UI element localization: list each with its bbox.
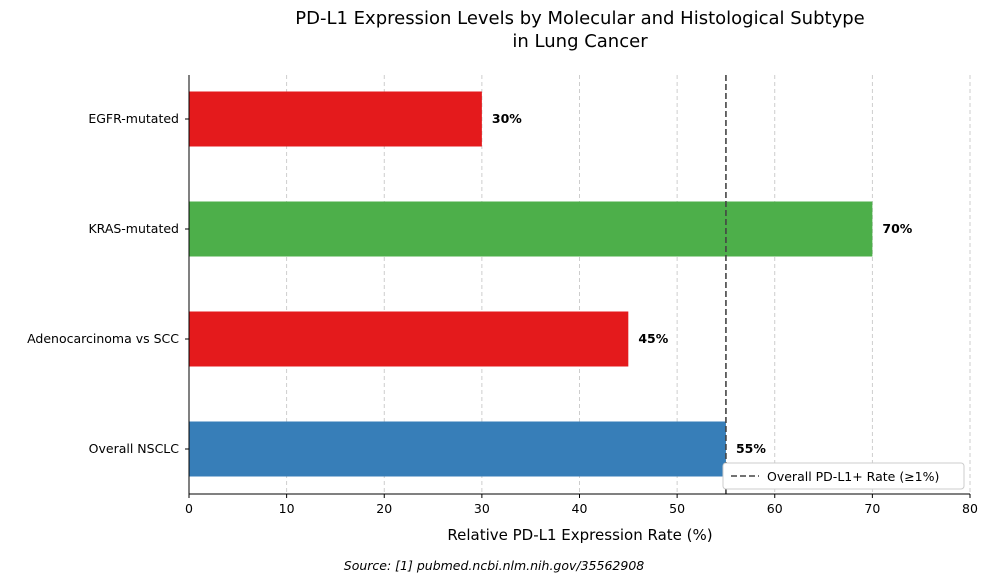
y-tick-label-2: KRAS-mutated	[88, 221, 179, 236]
x-tick-label-80: 80	[962, 501, 978, 516]
legend-box	[722, 462, 965, 490]
x-tick-label-0: 0	[185, 501, 193, 516]
tick-labels: 0 10 20 30 40 50 60 70 80 Overall NSCLC Adenocarci…	[27, 111, 978, 516]
source-note: Source: [1] pubmed.ncbi.nlm.nih.gov/3556…	[344, 558, 645, 573]
x-tick-label-40: 40	[572, 501, 588, 516]
bar-0	[189, 421, 726, 477]
data-label-2: 70%	[882, 221, 912, 236]
legend: Overall PD-L1+ Rate (≥1%)	[722, 462, 965, 490]
legend-entry-label: Overall PD-L1+ Rate (≥1%)	[767, 469, 939, 484]
x-axis-label: Relative PD-L1 Expression Rate (%)	[447, 526, 712, 544]
y-tick-label-3: EGFR-mutated	[88, 111, 179, 126]
y-tick-label-1: Adenocarcinoma vs SCC	[27, 331, 179, 346]
bar-3	[189, 91, 482, 147]
chart-title-line-2: in Lung Cancer	[512, 31, 648, 52]
y-tick-label-0: Overall NSCLC	[89, 441, 180, 456]
x-tick-label-70: 70	[864, 501, 880, 516]
data-labels: 55% 45% 70% 30%	[492, 111, 913, 456]
x-tick-label-50: 50	[669, 501, 685, 516]
data-label-1: 45%	[638, 331, 668, 346]
x-tick-label-20: 20	[376, 501, 392, 516]
bar-2	[189, 201, 873, 257]
x-tick-label-30: 30	[474, 501, 490, 516]
x-tick-label-60: 60	[767, 501, 783, 516]
x-tick-label-10: 10	[279, 501, 295, 516]
chart-title-line-1: PD-L1 Expression Levels by Molecular and…	[295, 8, 864, 29]
data-label-3: 30%	[492, 111, 522, 126]
data-label-0: 55%	[736, 441, 766, 456]
bar-1	[189, 311, 629, 367]
bars	[189, 91, 873, 477]
